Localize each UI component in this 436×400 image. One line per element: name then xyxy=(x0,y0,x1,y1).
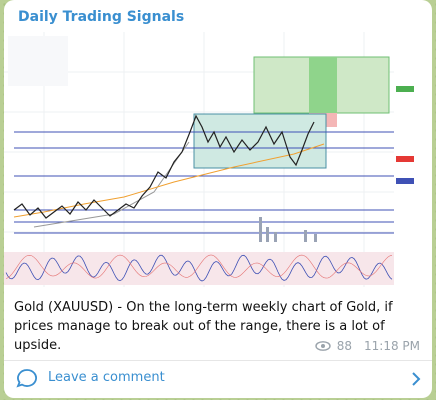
chart-decoration xyxy=(4,287,416,296)
chart-decoration xyxy=(5,254,393,282)
chart-decoration xyxy=(266,227,269,242)
chart-decoration xyxy=(8,36,68,86)
comment-label[interactable]: Leave a comment xyxy=(48,370,165,385)
post-card: Daily Trading Signals xyxy=(4,0,432,398)
chart-decoration xyxy=(396,156,414,162)
chart-decoration xyxy=(412,372,421,386)
separator xyxy=(4,360,432,361)
chart-decoration xyxy=(16,369,37,388)
chart-decoration xyxy=(274,232,277,242)
chart-decoration xyxy=(309,57,337,113)
chart-decoration xyxy=(396,86,414,92)
comment-button[interactable]: Leave a comment xyxy=(4,361,432,398)
chart-decoration xyxy=(259,217,317,242)
chart-image[interactable] xyxy=(4,32,416,296)
view-count: 88 xyxy=(336,339,352,353)
chart-decoration xyxy=(193,113,327,169)
post-text: Gold (XAUUSD) - On the long-term weekly … xyxy=(14,300,393,353)
chart-decoration xyxy=(304,230,307,242)
chart-decoration xyxy=(13,114,315,219)
chart-decoration xyxy=(13,143,325,218)
chart-decoration xyxy=(4,252,394,285)
chart-decoration xyxy=(396,178,414,184)
post-meta: 88 11:18 PM xyxy=(315,339,420,353)
chart-decoration xyxy=(5,254,393,279)
chevron-icon xyxy=(412,372,421,386)
comment-icon xyxy=(16,369,37,388)
post-time: 11:18 PM xyxy=(364,339,420,353)
chart-decoration xyxy=(259,217,262,242)
views-icon xyxy=(315,341,331,351)
chart-decoration xyxy=(320,344,325,348)
chart-decoration xyxy=(314,234,317,242)
chart-decoration xyxy=(315,341,331,351)
chart-decoration xyxy=(14,131,394,234)
channel-title[interactable]: Daily Trading Signals xyxy=(18,9,185,25)
